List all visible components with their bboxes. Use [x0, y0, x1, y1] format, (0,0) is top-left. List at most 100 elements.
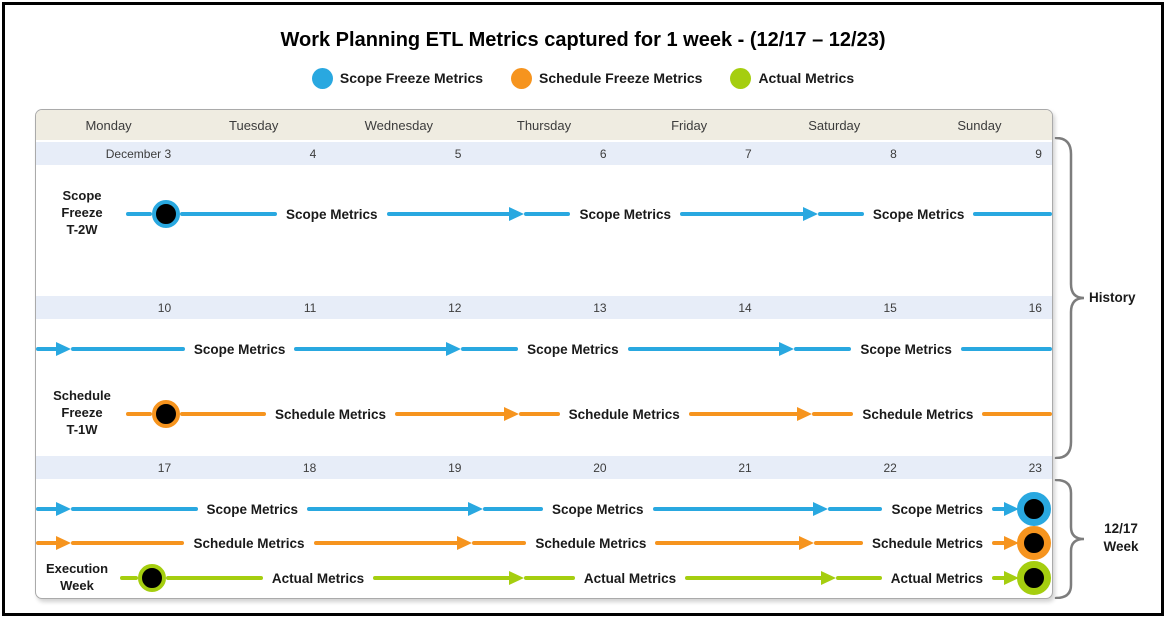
date-cell: 8: [890, 146, 897, 161]
legend-label-actual: Actual Metrics: [758, 70, 855, 86]
execution-week-row-label: Execution Week: [45, 561, 109, 593]
week-label: 12/17 Week: [1103, 521, 1139, 555]
line-segment: [472, 541, 527, 545]
line-segment: [812, 412, 854, 416]
legend-item-schedule: Schedule Freeze Metrics: [511, 67, 702, 89]
day-header: Monday: [85, 117, 132, 133]
date-row-week2: 10 11 12 13 14 15 16: [36, 296, 1052, 319]
date-cell: December 3: [105, 146, 172, 161]
metric-label: Actual Metrics: [271, 570, 365, 586]
metric-label: Scope Metrics: [206, 501, 299, 517]
metric-label: Scope Metrics: [579, 206, 671, 222]
line-segment: [828, 507, 883, 511]
metric-label: Scope Metrics: [552, 501, 644, 517]
line-segment: [373, 576, 511, 580]
day-header: Sunday: [957, 117, 1002, 133]
day-header: Thursday: [516, 117, 572, 133]
date-cell: 20: [593, 460, 607, 475]
execution-week-start-dot: [138, 564, 166, 592]
arrowhead-icon: [509, 207, 525, 221]
metric-label: Actual Metrics: [583, 570, 677, 586]
day-header: Wednesday: [364, 117, 434, 133]
line-segment: [461, 347, 519, 351]
metric-label: Schedule Metrics: [871, 535, 983, 551]
arrowhead-icon: [802, 207, 818, 221]
arrowhead-icon: [1004, 536, 1019, 550]
date-cell: 21: [738, 460, 752, 475]
line-segment: [120, 576, 138, 580]
schedule-freeze-dot-icon: [511, 67, 533, 89]
date-cell: 18: [302, 460, 317, 475]
line-segment: [395, 412, 506, 416]
arrowhead-icon: [813, 502, 829, 516]
line-segment: [524, 212, 571, 216]
calendar-panel: Monday Tuesday Wednesday Thursday Friday…: [35, 109, 1053, 599]
metric-label: Scope Metrics: [527, 341, 619, 357]
metric-label: Schedule Metrics: [568, 406, 680, 422]
actual-dot-icon: [730, 67, 752, 89]
date-row-week3: 17 18 19 20 21 22 23: [36, 456, 1052, 479]
week-brace-icon: [1054, 479, 1085, 599]
timeline-week1-scope: Scope Metrics Scope Metrics Scope Metric…: [126, 197, 1052, 231]
scope-freeze-dot-icon: [311, 67, 333, 89]
arrowhead-icon: [446, 342, 462, 356]
line-segment: [180, 212, 277, 216]
date-row-week1: December 3 4 5 6 7 8 9: [36, 142, 1052, 165]
line-segment: [36, 507, 58, 511]
date-cell: 5: [454, 146, 462, 161]
arrowhead-icon: [457, 536, 473, 550]
metric-label: Scope Metrics: [891, 501, 983, 517]
day-header: Saturday: [808, 117, 861, 133]
line-segment: [386, 212, 512, 216]
line-segment: [180, 412, 267, 416]
line-segment: [518, 412, 560, 416]
line-segment: [991, 507, 1006, 511]
line-segment: [652, 507, 816, 511]
scope-end-dot: [1016, 492, 1051, 526]
arrowhead-icon: [799, 536, 815, 550]
history-label: History: [1089, 290, 1136, 305]
schedule-end-dot: [1017, 526, 1051, 560]
metric-label: Schedule Metrics: [275, 406, 387, 422]
legend-label-scope: Scope Freeze Metrics: [339, 70, 484, 86]
line-segment: [126, 212, 152, 216]
line-segment: [166, 576, 263, 580]
line-segment: [982, 412, 1052, 416]
line-segment: [960, 347, 1053, 351]
arrowhead-icon: [1003, 502, 1019, 516]
date-cell: 9: [1035, 146, 1042, 161]
line-segment: [627, 347, 782, 351]
date-cell: 23: [1028, 460, 1042, 475]
arrowhead-icon: [820, 571, 836, 585]
line-segment: [294, 347, 449, 351]
actual-end-dot: [1017, 561, 1051, 595]
date-cell: 7: [745, 146, 752, 161]
line-segment: [685, 576, 823, 580]
line-segment: [973, 212, 1052, 216]
day-header: Friday: [671, 117, 708, 133]
schedule-freeze-row-label: Schedule Freeze T-1W: [53, 388, 111, 437]
line-segment: [655, 541, 802, 545]
line-segment: [307, 507, 470, 511]
metric-label: Schedule Metrics: [193, 535, 305, 551]
metric-label: Schedule Metrics: [862, 406, 974, 422]
day-header-row: Monday Tuesday Wednesday Thursday Friday…: [36, 110, 1052, 140]
line-segment: [835, 576, 882, 580]
line-segment: [126, 412, 152, 416]
arrowhead-icon: [508, 571, 524, 585]
page-title: Work Planning ETL Metrics captured for 1…: [280, 29, 886, 51]
date-cell: 14: [738, 300, 752, 315]
scope-freeze-start-dot: [152, 200, 180, 228]
arrowhead-icon: [779, 342, 795, 356]
line-segment: [817, 212, 864, 216]
arrowhead-icon: [467, 502, 483, 516]
metric-label: Scope Metrics: [193, 341, 286, 357]
arrowhead-icon: [797, 407, 813, 421]
legend-item-actual: Actual Metrics: [730, 67, 855, 89]
line-segment: [313, 541, 460, 545]
metric-label: Scope Metrics: [860, 341, 952, 357]
date-cell: 6: [599, 146, 607, 161]
arrowhead-icon: [1004, 571, 1019, 585]
scope-freeze-row-label: Scope Freeze T-2W: [61, 188, 103, 237]
